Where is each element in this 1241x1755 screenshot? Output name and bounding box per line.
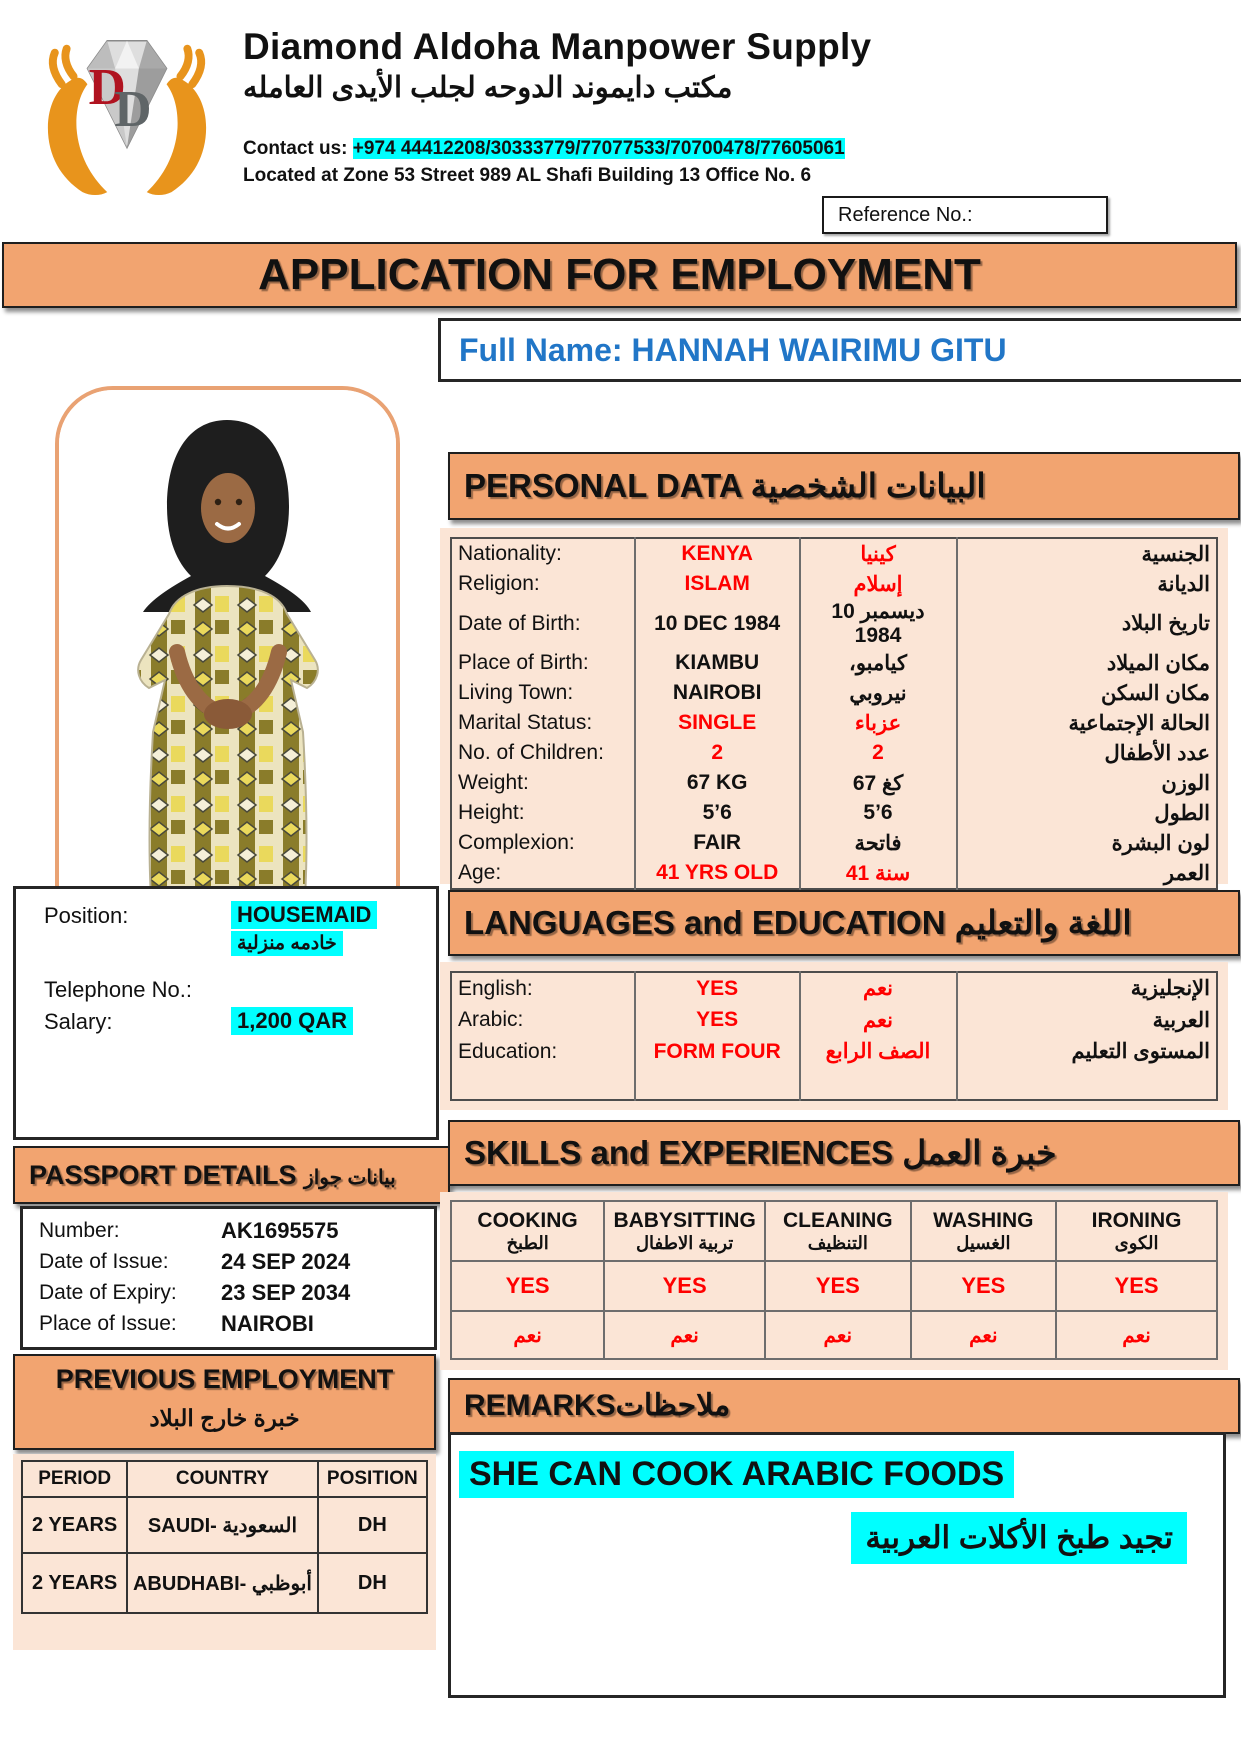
- table-row: Date of Birth: 10 DEC 1984 ديسمبر 10 1984 ت…: [451, 599, 1217, 648]
- table-row: Education: FORM FOUR الصف الرابع المستوى ال…: [451, 1035, 1217, 1068]
- table-row: [451, 1067, 1217, 1100]
- salary-label: Salary:: [44, 1009, 113, 1034]
- reference-label: Reference No.:: [838, 204, 973, 226]
- position-salary-box: Position: HOUSEMAID خادمه منزلية Telepho…: [13, 886, 439, 1140]
- remarks-header: REMARKSملاحظات: [448, 1378, 1240, 1434]
- personal-data-panel: Nationality: KENYA كينيا الجنسية Religion: I…: [440, 528, 1228, 890]
- company-name: Diamond Aldoha Manpower Supply: [243, 26, 872, 67]
- position-label: Position:: [44, 903, 129, 928]
- table-row: Height: 5’6 5’6 الطول: [451, 798, 1217, 828]
- diamond-hands-logo-icon: D D: [47, 40, 207, 196]
- contact-label: Contact us:: [243, 138, 353, 159]
- table-row: Place of Birth: KIAMBU كيامبو، مكان الميلاد: [451, 648, 1217, 678]
- table-header-row: PERIOD COUNTRY POSITION: [20, 1460, 429, 1498]
- full-name-value: HANNAH WAIRIMU GITU: [631, 332, 1007, 368]
- table-row: 2 YEARS SAUDI- السعودية DH: [20, 1496, 429, 1554]
- remark-line-english: SHE CAN COOK ARABIC FOODS: [459, 1451, 1015, 1498]
- remark-line-arabic: تجيد طبخ الأكلات العربية: [851, 1512, 1187, 1564]
- personal-data-header-arabic: البيانات الشخصية: [750, 467, 986, 504]
- previous-employment-header: PREVIOUS EMPLOYMENT خبرة خارج البلاد: [13, 1354, 436, 1450]
- table-row: Age: 41 YRS OLD سنة 41 العمر: [451, 858, 1217, 889]
- address-line: Located at Zone 53 Street 989 AL Shafi B…: [243, 165, 812, 186]
- company-logo: D D: [38, 26, 216, 196]
- languages-header-arabic: اللغة والتعليم: [954, 904, 1132, 941]
- passport-details-box: Number: AK1695575 Date of Issue: 24 SEP 20…: [20, 1206, 437, 1350]
- contact-line: Contact us: +974 44412208/30333779/77077…: [243, 138, 845, 160]
- telephone-label: Telephone No.:: [44, 977, 192, 1002]
- table-row: Marital Status: SINGLE عزباء الحالة الإجتما…: [451, 708, 1217, 738]
- previous-employment-panel: PERIOD COUNTRY POSITION 2 YEARS SAUDI- ا…: [13, 1454, 436, 1650]
- skills-header-arabic: خبرة العمل: [902, 1134, 1057, 1171]
- table-row: English: YES نعم الإنجليزية: [451, 972, 1217, 1005]
- page-title: APPLICATION FOR EMPLOYMENT: [2, 242, 1237, 308]
- position-value: HOUSEMAID: [231, 901, 378, 929]
- passport-details-header: PASSPORT DETAILS بيانات جواز السفر: [13, 1146, 450, 1246]
- personal-data-header: PERSONAL DATA البيانات الشخصية: [448, 452, 1240, 520]
- svg-text:D: D: [114, 81, 151, 138]
- applicant-photo-illustration: [59, 390, 396, 954]
- company-name-arabic: مكتب دايموند الدوحه لجلب الأيدى العامله: [243, 72, 733, 104]
- table-row: Arabic: YES نعم العربية: [451, 1004, 1217, 1036]
- svg-text:D: D: [89, 59, 126, 116]
- languages-education-header: LANGUAGES and EDUCATION اللغة والتعليم: [448, 890, 1240, 956]
- full-name-label: Full Name:: [459, 332, 632, 368]
- reference-number-box: Reference No.:: [822, 196, 1108, 234]
- table-header-row: COOKING الطبخ BABYSITTING تربية الاطفال CL…: [449, 1200, 1218, 1262]
- table-row: Religion: ISLAM إسلام الديانة: [451, 569, 1217, 599]
- contact-numbers: +974 44412208/30333779/77077533/70700478…: [352, 138, 845, 159]
- table-row: Complexion: FAIR فاتحة لون البشرة: [451, 828, 1217, 858]
- position-value-arabic: خادمه منزلية: [231, 931, 343, 956]
- languages-table: English: YES نعم الإنجليزية Arabic: YES نعم ال…: [450, 971, 1218, 1101]
- table-row: Nationality: KENYA كينيا الجنسية: [451, 538, 1217, 569]
- table-row: No. of Children: 2 2 عدد الأطفال: [451, 738, 1217, 768]
- table-row: Living Town: NAIROBI نيروبي مكان السكن: [451, 678, 1217, 708]
- personal-data-table: Nationality: KENYA كينيا الجنسية Religion: I…: [450, 537, 1218, 890]
- applicant-photo: [55, 386, 400, 958]
- remarks-header-arabic: ملاحظات: [615, 1389, 731, 1422]
- skills-experiences-header: SKILLS and EXPERIENCES خبرة العمل: [448, 1120, 1240, 1186]
- salary-value: 1,200 QAR: [231, 1007, 354, 1035]
- skills-table: COOKING الطبخ BABYSITTING تربية الاطفال CL…: [449, 1200, 1218, 1360]
- table-row: نعم نعم نعم نعم نعم: [449, 1310, 1218, 1360]
- skills-panel: COOKING الطبخ BABYSITTING تربية الاطفال CL…: [440, 1192, 1228, 1370]
- previous-employment-table: PERIOD COUNTRY POSITION 2 YEARS SAUDI- ا…: [20, 1460, 429, 1614]
- remarks-box: SHE CAN COOK ARABIC FOODS تجيد طبخ الأكل…: [448, 1432, 1226, 1698]
- table-row: 2 YEARS ABUDHABI- أبوظبي DH: [20, 1552, 429, 1614]
- languages-panel: English: YES نعم الإنجليزية Arabic: YES نعم ال…: [440, 962, 1228, 1110]
- table-row: Weight: 67 KG كغ 67 الوزن: [451, 768, 1217, 798]
- previous-employment-header-arabic: خبرة خارج البلاد: [149, 1405, 300, 1431]
- table-row: YES YES YES YES YES: [449, 1260, 1218, 1312]
- full-name-box: Full Name: HANNAH WAIRIMU GITU: [438, 318, 1241, 382]
